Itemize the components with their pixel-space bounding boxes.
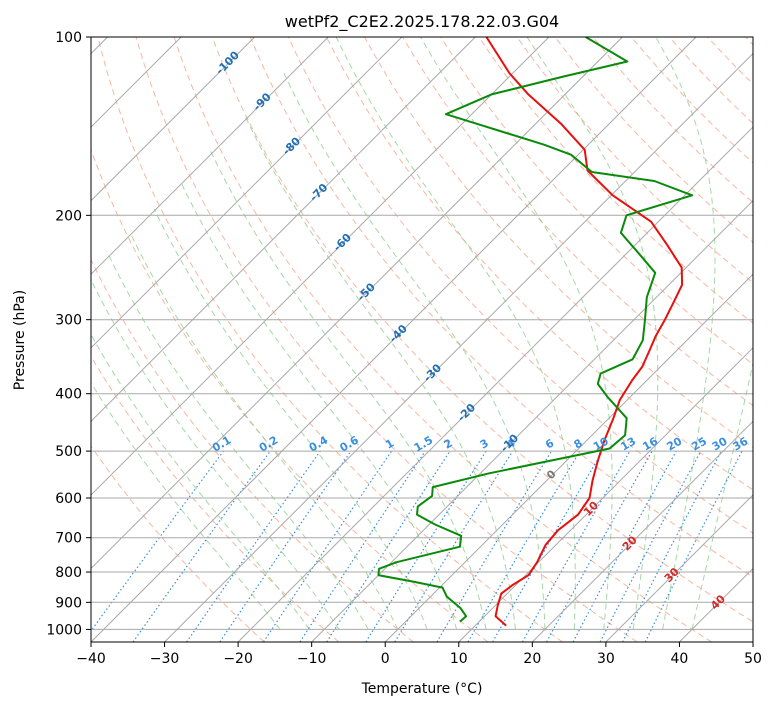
x-tick-label: −10: [297, 651, 327, 667]
mixing-ratio-line: [572, 450, 677, 642]
mixing-ratio-line: [299, 450, 426, 642]
mixing-ratio-line: [326, 450, 451, 642]
mixing-ratio-line: [132, 450, 271, 642]
dry-adiabat: [326, 37, 753, 491]
moist-adiabat: [243, 113, 516, 630]
moist-adiabat: [153, 208, 428, 630]
moist-adiabat: [106, 251, 369, 630]
mixing-ratio-line: [521, 450, 631, 642]
moist-adiabat: [283, 72, 546, 630]
isotherm-line: [311, 199, 753, 642]
y-tick-label: 400: [55, 387, 82, 403]
x-axis-title: Temperature (°C): [361, 681, 483, 697]
mixing-ratio-line: [91, 450, 224, 632]
moist-adiabat: [130, 233, 399, 630]
x-tick-label: 0: [381, 651, 390, 667]
moist-adiabat: [420, 37, 613, 630]
isotherm-line: [91, 37, 329, 275]
y-tick-label: 900: [55, 595, 82, 611]
isotherm-line: [531, 420, 753, 642]
x-axis: −40 −30 −20 −10 0 10 20 30 40 50: [76, 642, 762, 667]
dry-adiabat: [97, 37, 563, 642]
isotherm-line: [91, 37, 256, 202]
dry-adiabat: [630, 37, 753, 164]
y-tick-label: 100: [55, 30, 82, 46]
dry-adiabat: [478, 37, 753, 324]
isotherm-line: [91, 37, 697, 642]
plot-frame: [90, 36, 754, 643]
mixing-ratio-line: [644, 450, 743, 642]
dry-adiabat: [91, 258, 414, 642]
moist-adiabat: [91, 381, 281, 630]
y-tick-label: 500: [55, 444, 82, 460]
isotherm-line: [237, 126, 753, 642]
x-tick-label: −30: [150, 651, 180, 667]
y-tick-label: 700: [55, 531, 82, 547]
dry-adiabat: [592, 37, 753, 204]
mixing-ratio-line: [262, 450, 392, 642]
y-tick-label: 300: [55, 313, 82, 329]
x-tick-label: 30: [597, 651, 615, 667]
x-tick-label: −40: [76, 651, 106, 667]
moist-adiabat: [526, 37, 659, 630]
y-axis-title: Pressure (hPa): [12, 290, 28, 390]
temperature-line: [485, 37, 684, 627]
mixing-ratio-line: [546, 450, 653, 642]
isotherm-line: [384, 273, 753, 642]
x-tick-label: 20: [523, 651, 541, 667]
mixing-ratio-line: [219, 450, 352, 642]
isotherm-line: [91, 37, 403, 349]
isotherm-line: [91, 37, 476, 423]
dry-adiabat: [211, 37, 753, 623]
moist-adiabat: [691, 360, 753, 630]
dewpoint-line: [377, 37, 694, 623]
dry-adiabat: [135, 37, 638, 642]
moist-adiabat: [655, 37, 716, 630]
x-tick-label: 10: [450, 651, 468, 667]
x-tick-label: −20: [223, 651, 253, 667]
isotherm-line: [458, 347, 753, 642]
moist-adiabat: [209, 149, 487, 630]
isotherm-line: [164, 52, 753, 642]
x-tick-label: 40: [671, 651, 689, 667]
chart-title: wetPf2_C2E2.2025.178.22.03.G04: [285, 12, 559, 32]
isotherm-line: [605, 494, 753, 642]
moist-adiabat: [335, 37, 576, 630]
y-tick-label: 200: [55, 208, 82, 224]
y-axis: 100 200 300 400 500 600 700 800 900 1000: [46, 30, 91, 638]
x-tick-label: 50: [744, 651, 762, 667]
dry-adiabat: [249, 37, 753, 578]
dry-adiabat: [91, 445, 265, 642]
dry-adiabat: [402, 37, 753, 407]
mixing-ratio-line: [186, 450, 321, 642]
y-tick-label: 600: [55, 491, 82, 507]
dry-adiabat: [364, 37, 753, 449]
isotherm-line: [91, 37, 550, 496]
mixing-ratio-line: [394, 450, 514, 642]
moist-adiabat: [91, 278, 340, 630]
y-tick-label: 800: [55, 565, 82, 581]
profile-lines: [377, 37, 694, 627]
y-tick-label: 1000: [46, 622, 82, 638]
